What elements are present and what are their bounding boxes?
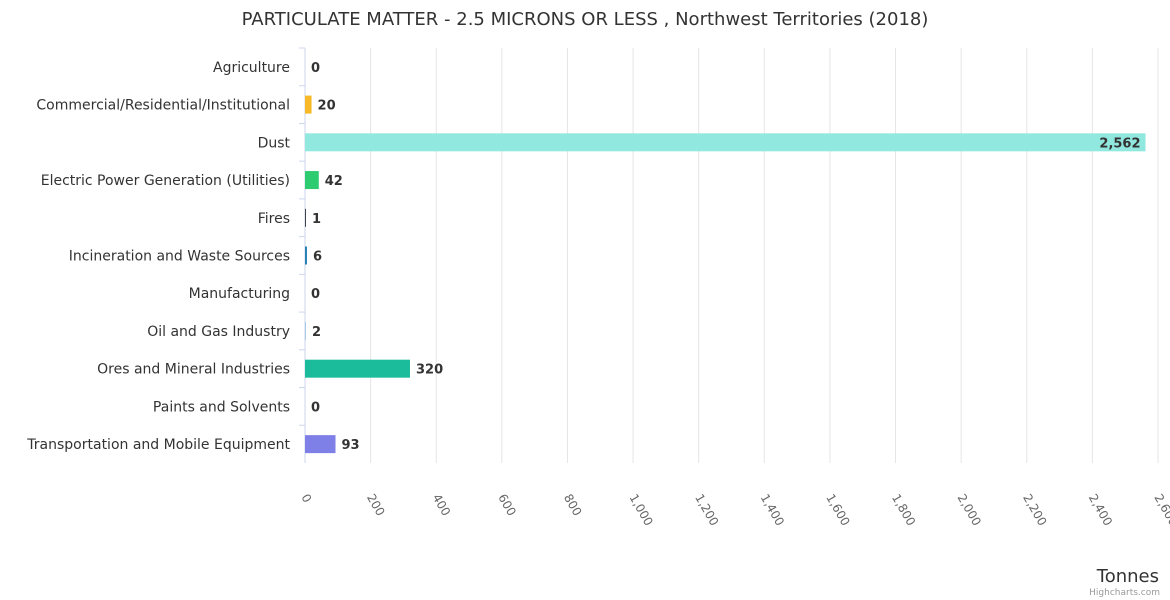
data-label: 20 <box>318 99 336 114</box>
x-tick-label: 2,000 <box>955 492 984 529</box>
category-labels: Agriculture Commercial/Residential/Instit… <box>26 60 290 453</box>
x-tick-label: 1,000 <box>626 492 655 529</box>
category-label: Agriculture <box>213 60 290 76</box>
bar[interactable] <box>305 171 319 190</box>
bar[interactable] <box>305 435 336 454</box>
bar[interactable] <box>305 133 1146 152</box>
x-tick-label: 400 <box>430 492 454 519</box>
data-labels: 0 20 2,562 42 1 6 0 2 320 0 93 <box>311 61 1141 453</box>
data-label: 320 <box>416 363 443 378</box>
x-tick-label: 0 <box>298 492 314 506</box>
bar[interactable] <box>305 208 306 227</box>
category-label: Oil and Gas Industry <box>147 324 290 340</box>
credits-link[interactable]: Highcharts.com <box>1089 588 1160 598</box>
x-tick-label: 1,800 <box>889 492 918 529</box>
data-label: 0 <box>311 287 320 302</box>
category-label: Electric Power Generation (Utilities) <box>41 173 290 189</box>
x-tick-label: 1,600 <box>823 492 852 529</box>
x-tick-label: 200 <box>364 492 388 519</box>
bar[interactable] <box>305 321 306 340</box>
data-label: 2 <box>312 325 321 340</box>
x-tick-label: 2,400 <box>1086 492 1115 529</box>
grid-lines <box>299 47 1159 463</box>
category-label: Incineration and Waste Sources <box>69 249 290 265</box>
data-label: 2,562 <box>1099 136 1140 151</box>
x-tick-label: 600 <box>495 492 519 519</box>
category-label: Commercial/Residential/Institutional <box>36 98 290 114</box>
category-label: Paints and Solvents <box>153 399 290 415</box>
x-axis-title: Tonnes <box>1096 566 1159 587</box>
chart-title: PARTICULATE MATTER - 2.5 MICRONS OR LESS… <box>242 9 929 30</box>
category-label: Fires <box>258 211 290 227</box>
x-tick-label: 2,200 <box>1020 492 1049 529</box>
data-label: 93 <box>342 438 360 453</box>
data-label: 6 <box>313 250 322 265</box>
category-label: Dust <box>258 135 291 151</box>
bar[interactable] <box>305 359 410 378</box>
x-axis-ticks: 0 200 400 600 800 1,000 1,200 1,400 1,600 1,800 2,… <box>298 492 1170 529</box>
data-label: 42 <box>325 174 343 189</box>
category-label: Manufacturing <box>189 286 290 302</box>
x-tick-label: 1,200 <box>692 492 721 529</box>
bars <box>305 95 1146 454</box>
bar[interactable] <box>305 246 307 265</box>
data-label: 0 <box>311 61 320 76</box>
x-tick-label: 800 <box>561 492 585 519</box>
data-label: 0 <box>311 400 320 415</box>
data-label: 1 <box>312 212 321 227</box>
category-label: Transportation and Mobile Equipment <box>26 437 290 453</box>
category-label: Ores and Mineral Industries <box>97 362 290 378</box>
bar[interactable] <box>305 95 312 114</box>
x-tick-label: 2,600 <box>1151 492 1170 529</box>
x-tick-label: 1,400 <box>758 492 787 529</box>
